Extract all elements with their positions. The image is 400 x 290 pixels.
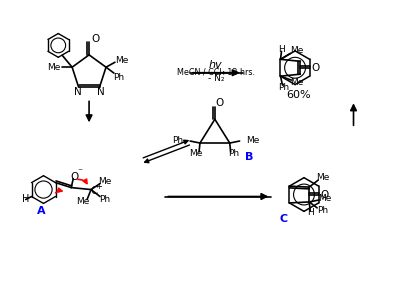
Text: +: + (96, 182, 102, 191)
Text: Me: Me (48, 63, 61, 72)
Text: - N₂: - N₂ (208, 74, 224, 83)
Text: Me: Me (246, 135, 260, 144)
FancyArrowPatch shape (78, 179, 87, 184)
Text: MeCN / CCl₄ 12 hrs.: MeCN / CCl₄ 12 hrs. (177, 67, 255, 76)
Text: Me: Me (98, 177, 112, 186)
Text: H: H (307, 208, 314, 217)
Text: O: O (70, 172, 78, 182)
Text: C: C (90, 186, 98, 195)
Text: Ph: Ph (228, 149, 239, 158)
FancyArrowPatch shape (56, 188, 62, 193)
Text: hv: hv (209, 60, 223, 70)
Text: N: N (74, 87, 82, 97)
Text: Me: Me (189, 149, 203, 158)
Text: Ph: Ph (99, 195, 110, 204)
Text: O: O (320, 190, 328, 200)
Text: Ph: Ph (113, 72, 124, 81)
Text: A: A (37, 206, 46, 216)
Text: Me: Me (318, 195, 332, 204)
Text: Me: Me (76, 197, 90, 206)
Text: B: B (245, 152, 254, 162)
Text: N: N (97, 87, 104, 97)
Text: 60%: 60% (287, 90, 311, 100)
Text: Me: Me (290, 78, 303, 87)
Text: Ph: Ph (318, 206, 329, 215)
Text: Ph: Ph (172, 135, 183, 144)
Text: O: O (311, 63, 319, 73)
Text: Me: Me (290, 46, 303, 55)
Text: Me: Me (316, 173, 330, 182)
Text: H: H (278, 45, 285, 54)
Text: C: C (279, 214, 287, 224)
Text: ⁻: ⁻ (78, 168, 83, 178)
Text: O: O (216, 98, 224, 108)
Text: Me: Me (115, 56, 128, 65)
Text: O: O (91, 34, 99, 44)
Text: H: H (22, 195, 29, 204)
Text: Ph: Ph (278, 83, 289, 92)
